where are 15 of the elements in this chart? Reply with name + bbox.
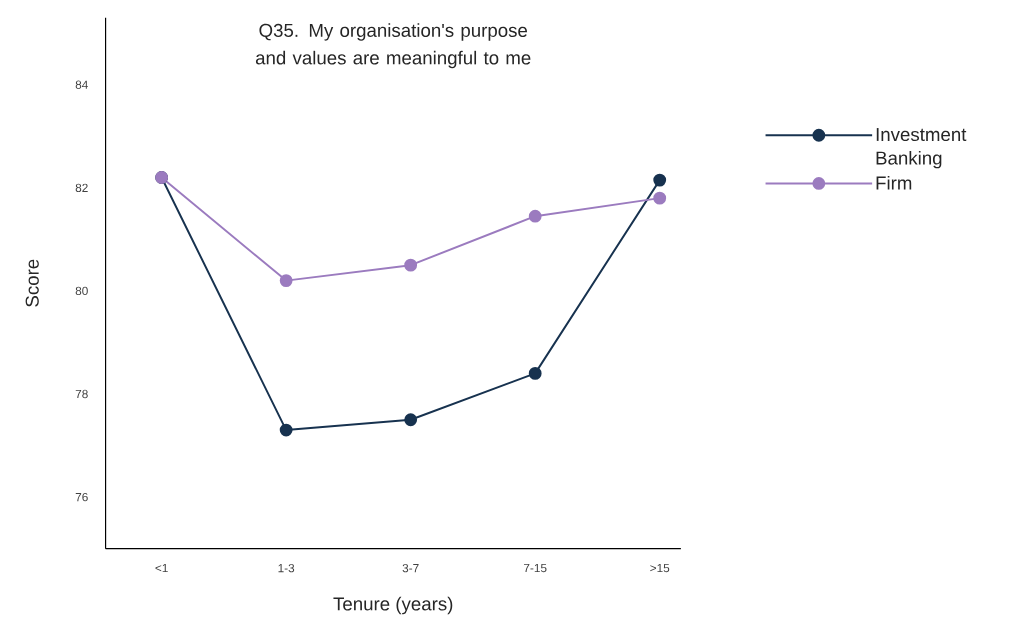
x-tick-label: 7-15 xyxy=(523,564,547,573)
text: Q35. My organisation's purpose and values are meaningful to me xyxy=(255,23,531,69)
y-tick-label: 80 xyxy=(75,286,88,296)
x-axis-title: Tenure (years) xyxy=(333,597,453,615)
x-tick-label: 3-7 xyxy=(402,564,419,573)
text: Investment Banking xyxy=(876,128,967,169)
x-tick-label: <1 xyxy=(155,564,168,573)
y-tick-label: 78 xyxy=(75,390,88,399)
x-tick-label: >15 xyxy=(650,564,670,573)
y-tick-label: 84 xyxy=(75,80,88,90)
x-tick-label: 1-3 xyxy=(278,564,295,573)
y-axis-title: Score xyxy=(25,259,39,307)
y-tick-label: 82 xyxy=(75,183,88,193)
text: Firm xyxy=(876,176,912,190)
y-tick-label: 76 xyxy=(75,493,88,502)
